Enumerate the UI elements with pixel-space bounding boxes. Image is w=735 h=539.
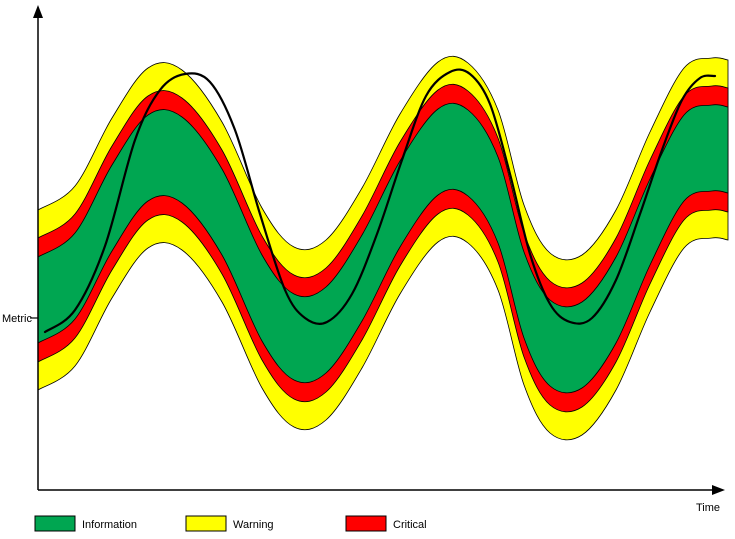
- legend-label-information: Information: [82, 519, 137, 531]
- information-band: [37, 102, 729, 394]
- y-axis-label: Metric: [2, 313, 32, 325]
- threshold-bands: [37, 55, 729, 441]
- chart-legend: Information Warning Critical: [34, 515, 427, 532]
- legend-swatch-information: [34, 515, 76, 532]
- legend-label-critical: Critical: [393, 519, 427, 531]
- legend-swatch-warning: [185, 515, 227, 532]
- y-axis-arrowhead: [33, 5, 43, 18]
- metric-line: [43, 68, 717, 334]
- legend-label-warning: Warning: [233, 519, 274, 531]
- legend-swatch-critical: [345, 515, 387, 532]
- x-axis-label: Time: [696, 502, 720, 514]
- x-axis-arrowhead: [712, 485, 725, 495]
